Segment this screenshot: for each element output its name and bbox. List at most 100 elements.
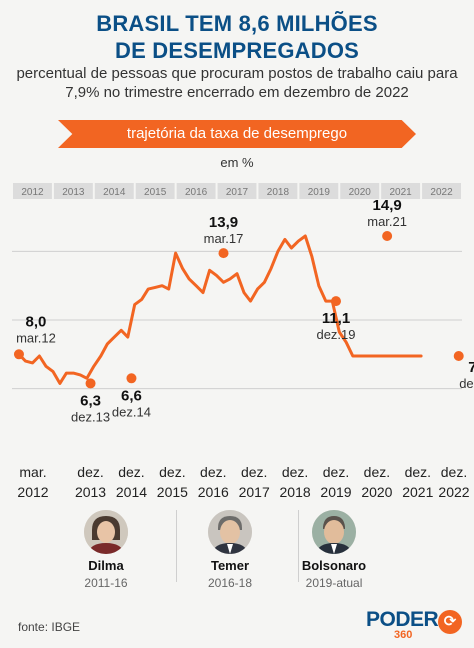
year-band-label: 2019 — [308, 187, 331, 198]
data-label-value: 7,9 — [468, 359, 474, 376]
x-tick-label: dez. 2017 — [234, 462, 274, 502]
data-point-marker — [13, 349, 24, 360]
x-tick-year: 2017 — [238, 484, 270, 500]
data-label-value: 6,3 — [80, 392, 101, 409]
x-tick-label: dez. 2015 — [152, 462, 192, 502]
leader-dilma: Dilma 2011-16 — [46, 510, 166, 590]
data-label-value: 13,9 — [209, 214, 238, 231]
year-band-cell — [135, 183, 175, 199]
x-tick-year: 2020 — [361, 484, 393, 500]
data-label-value: 8,0 — [26, 313, 47, 330]
temer-portrait-icon — [208, 510, 252, 554]
x-tick-label: dez. 2022 — [434, 462, 474, 502]
bolsonaro-portrait-icon — [312, 510, 356, 554]
data-label-value: 14,9 — [373, 197, 402, 214]
logo-word: PODER — [366, 608, 439, 631]
subtitle-line-2: 7,9% no trimestre encerrado em dezembro … — [65, 84, 409, 101]
year-band-label: 2020 — [349, 187, 372, 198]
x-tick-month: dez. — [281, 464, 309, 480]
leader-bolsonaro: Bolsonaro 2019-atual — [274, 510, 394, 590]
year-band-label: 2018 — [267, 187, 290, 198]
section-banner: trajetória da taxa de desemprego — [58, 120, 416, 148]
title-line-2: DE DESEMPREGADOS — [114, 38, 360, 63]
x-tick-month: dez. — [322, 464, 350, 480]
leader-term: 2016-18 — [207, 576, 253, 590]
leader-term: 2011-16 — [84, 576, 128, 590]
x-tick-year: 2016 — [197, 484, 229, 500]
x-tick-year: 2012 — [17, 484, 49, 500]
year-band-label: 2022 — [430, 187, 453, 198]
data-label-value: 11,1 — [322, 310, 350, 327]
year-band-cell — [340, 183, 380, 199]
x-tick-month: dez. — [118, 464, 145, 480]
year-band-cell — [217, 183, 257, 199]
leader-name: Dilma — [88, 558, 124, 573]
source-note: fonte: IBGE — [18, 620, 81, 634]
title-line-1: BRASIL TEM 8,6 MILHÕES — [96, 11, 378, 36]
unemployment-line-chart: 2012 2013 2014 2015 2016 2017 2018 2019 2020 2021… — [12, 183, 474, 424]
x-tick-label: dez. 2021 — [398, 462, 438, 502]
x-tick-label: mar. 2012 — [13, 462, 53, 502]
series-line — [17, 234, 423, 385]
year-band-cell — [53, 183, 93, 199]
year-band-label: 2013 — [62, 187, 85, 198]
dilma-portrait-icon — [84, 510, 128, 554]
data-label-date: dez.19 — [316, 327, 355, 342]
data-point-marker — [218, 248, 229, 259]
year-band-cell — [13, 183, 52, 199]
x-tick-month: mar. — [19, 464, 47, 480]
x-tick-label: dez. 2013 — [71, 462, 111, 502]
x-tick-label: dez. 2018 — [275, 462, 315, 502]
poder360-logo: PODER 360 ⟳ — [366, 608, 462, 642]
chart-title: BRASIL TEM 8,6 MILHÕES DE DESEMPREGADOS — [0, 10, 474, 64]
data-label-date: mar.17 — [204, 231, 244, 246]
leader-term: 2019-atual — [305, 576, 363, 590]
data-label-date: dez.14 — [112, 404, 151, 419]
leader-name: Bolsonaro — [301, 558, 367, 573]
unit-label: em % — [220, 155, 254, 170]
x-tick-year: 2021 — [402, 484, 434, 500]
data-point-marker — [453, 351, 464, 361]
year-band-cell — [176, 183, 216, 199]
year-band-cell — [381, 183, 421, 199]
year-band-cell — [258, 183, 298, 199]
x-tick-month: dez. — [363, 464, 391, 480]
data-point-marker — [331, 296, 341, 307]
year-band-label: 2015 — [144, 187, 167, 198]
data-point-marker — [382, 231, 393, 241]
year-band-label: 2016 — [185, 187, 208, 198]
year-band-label: 2021 — [390, 187, 413, 198]
year-band-cell — [94, 183, 134, 199]
leader-divider — [298, 510, 299, 582]
year-band-cell — [299, 183, 339, 199]
chart-subtitle: percentual de pessoas que procuram posto… — [0, 64, 474, 102]
data-point-marker — [126, 373, 137, 384]
x-tick-month: dez. — [440, 464, 468, 480]
x-tick-month: dez. — [240, 464, 268, 480]
leader-temer: Temer 2016-18 — [170, 510, 290, 590]
x-tick-month: dez. — [200, 464, 227, 480]
x-tick-year: 2013 — [74, 484, 107, 500]
year-band-label: 2017 — [226, 187, 249, 198]
leader-name: Temer — [210, 558, 250, 573]
x-tick-label: dez. 2019 — [316, 462, 356, 502]
data-label-date: dez.13 — [71, 409, 110, 424]
logo-mark-icon: ⟳ — [438, 610, 462, 634]
x-tick-year: 2022 — [438, 484, 470, 500]
year-band-cell — [422, 183, 461, 199]
x-tick-month: dez. — [404, 464, 432, 480]
x-tick-label: dez. 2020 — [357, 462, 397, 502]
data-label-date: mar.12 — [16, 330, 56, 345]
year-band-label: 2014 — [103, 187, 126, 198]
data-label-date: mar.21 — [367, 214, 407, 229]
leader-divider — [176, 510, 177, 582]
logo-number: 360 — [394, 629, 413, 641]
data-label-value: 6,6 — [121, 387, 142, 404]
x-tick-month: dez. — [77, 464, 104, 480]
subtitle-line-1: percentual de pessoas que procuram posto… — [16, 65, 458, 82]
x-tick-month: dez. — [159, 464, 186, 480]
data-point-marker — [85, 378, 96, 389]
data-label-date: dez.22 — [459, 376, 474, 391]
x-tick-label: dez. 2016 — [193, 462, 233, 502]
x-tick-year: 2015 — [156, 484, 188, 500]
